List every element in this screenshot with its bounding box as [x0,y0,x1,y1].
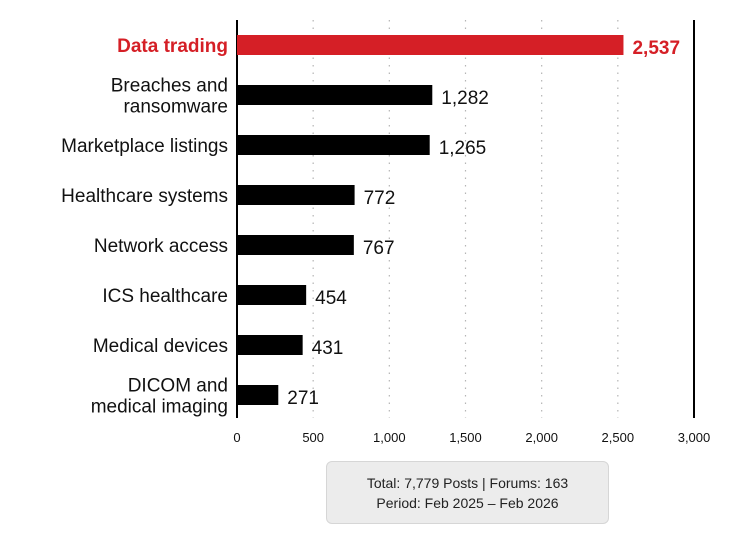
category-label-4: Network access [94,236,228,257]
value-label-5: 454 [315,288,347,309]
category-label-line: Network access [94,236,228,257]
bar-2 [237,135,430,155]
bar-7 [237,385,279,405]
category-label-line: Breaches and [111,76,228,97]
category-label-line: Data trading [117,36,228,57]
category-label-line: Medical devices [93,336,228,357]
category-label-line: medical imaging [91,397,228,418]
category-label-3: Healthcare systems [61,186,228,207]
bar-5 [237,285,307,305]
x-tick-label-2: 1,000 [373,430,406,445]
value-label-2: 1,265 [439,138,487,159]
value-label-1: 1,282 [441,88,489,109]
category-label-2: Marketplace listings [61,136,228,157]
x-tick-label-3: 1,500 [449,430,482,445]
summary-box: Total: 7,779 Posts | Forums: 163 Period:… [326,461,609,524]
x-tick-label-6: 3,000 [678,430,711,445]
x-tick-label-5: 2,500 [602,430,635,445]
bar-3 [237,185,355,205]
value-label-0: 2,537 [632,38,680,59]
summary-totals: Total: 7,779 Posts | Forums: 163 [366,474,569,491]
bar-1 [237,85,433,105]
bar-6 [237,335,303,355]
category-label-0: Data trading [117,36,228,57]
x-tick-label-1: 500 [302,430,324,445]
summary-period: Period: Feb 2025 – Feb 2026 [376,494,559,511]
value-label-7: 271 [287,388,319,409]
category-label-7: DICOM and medical imaging [91,376,228,418]
category-label-1: Breaches and ransomware [111,76,228,118]
value-label-6: 431 [312,338,344,359]
x-tick-label-0: 0 [233,430,240,445]
category-label-6: Medical devices [93,336,228,357]
category-label-line: DICOM and [128,376,228,397]
category-label-line: Marketplace listings [61,136,228,157]
category-label-5: ICS healthcare [102,286,228,307]
category-label-line: ICS healthcare [102,286,228,307]
category-label-line: Healthcare systems [61,186,228,207]
bar-4 [237,235,354,255]
x-tick-label-4: 2,000 [525,430,558,445]
category-label-line: ransomware [123,97,228,118]
bar-0 [237,35,624,55]
value-label-3: 772 [364,188,396,209]
value-label-4: 767 [363,238,395,259]
